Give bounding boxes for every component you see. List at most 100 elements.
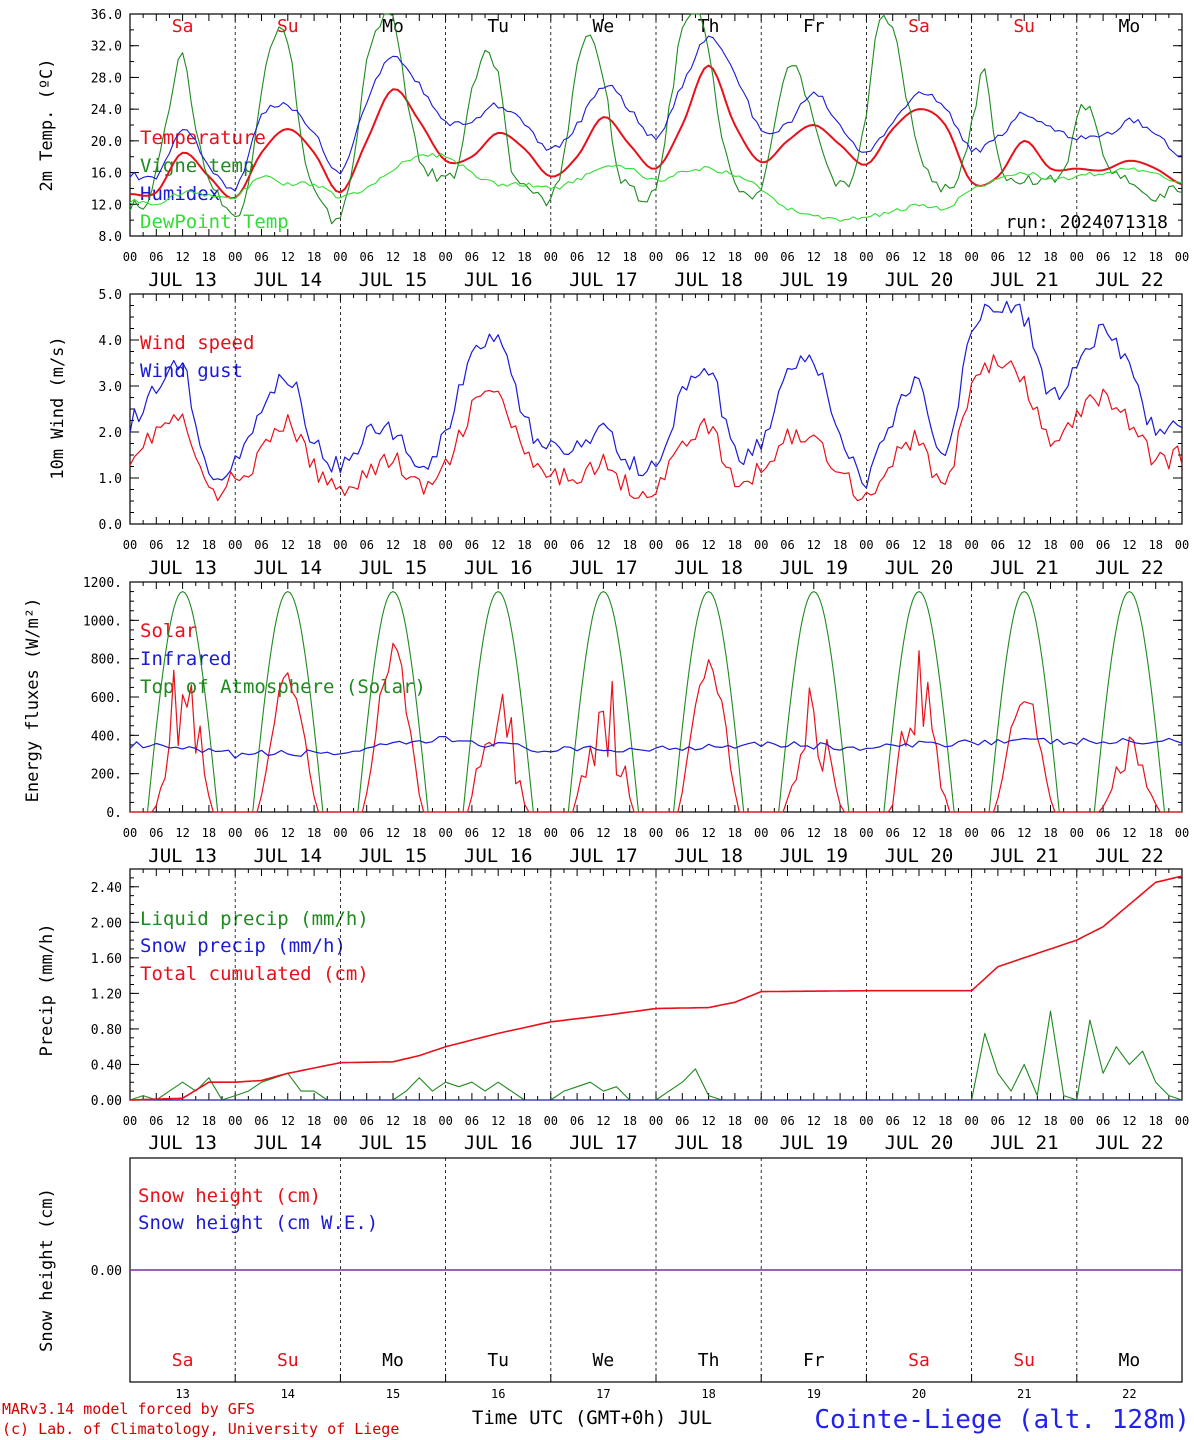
day-name: Tu xyxy=(487,16,509,37)
y-tick-label: 1000. xyxy=(83,614,122,629)
hour-label: 06 xyxy=(149,1114,163,1128)
hour-label: 18 xyxy=(202,538,216,552)
hour-label: 12 xyxy=(1122,826,1136,840)
legend-snow-height: Snow height (cm) xyxy=(138,1185,321,1207)
hour-label: 12 xyxy=(175,250,189,264)
hour-label: 12 xyxy=(281,826,295,840)
legend-toa-solar: Top of Atmosphere (Solar) xyxy=(140,676,426,698)
hour-label: 18 xyxy=(517,1114,531,1128)
day-number: 19 xyxy=(807,1387,821,1401)
hour-label: 00 xyxy=(649,826,663,840)
date-label: JUL 16 xyxy=(464,1132,533,1154)
y-tick-label: 0. xyxy=(106,806,122,821)
date-label: JUL 13 xyxy=(148,269,217,291)
hour-label: 06 xyxy=(780,538,794,552)
day-name: Sa xyxy=(908,1350,930,1371)
legend-infrared: Infrared xyxy=(140,648,232,670)
date-label: JUL 21 xyxy=(990,269,1059,291)
x-axis-title: Time UTC (GMT+0h) JUL xyxy=(472,1407,712,1429)
energy-panel: Energy fluxes (W/m²) Solar Infrared Top … xyxy=(23,598,426,803)
hour-label: 18 xyxy=(1043,1114,1057,1128)
date-label: JUL 16 xyxy=(464,269,533,291)
hour-label: 00 xyxy=(1070,250,1084,264)
hour-label: 12 xyxy=(912,1114,926,1128)
hour-label: 18 xyxy=(1043,250,1057,264)
y-tick-label: 24.0 xyxy=(91,103,122,118)
hour-label: 00 xyxy=(123,538,137,552)
day-name: Mo xyxy=(1119,16,1141,37)
y-tick-label: 0.00 xyxy=(91,1094,122,1109)
hour-label: 06 xyxy=(465,826,479,840)
hour-label: 18 xyxy=(412,826,426,840)
y-tick-label: 400. xyxy=(91,729,122,744)
hour-label: 06 xyxy=(254,250,268,264)
hour-label: 00 xyxy=(859,250,873,264)
hour-label: 06 xyxy=(780,250,794,264)
hour-label: 06 xyxy=(254,538,268,552)
y-tick-label: 0.00 xyxy=(91,1264,122,1279)
hour-label: 18 xyxy=(938,1114,952,1128)
hour-label: 06 xyxy=(465,250,479,264)
day-name: Su xyxy=(1013,1350,1035,1371)
day-name: Su xyxy=(277,16,299,37)
y-tick-label: 0.80 xyxy=(91,1023,122,1038)
hour-label: 06 xyxy=(1096,538,1110,552)
day-name: Mo xyxy=(382,16,404,37)
series-temperature xyxy=(129,64,1183,200)
hour-label: 00 xyxy=(964,250,978,264)
hour-label: 00 xyxy=(333,826,347,840)
hour-label: 00 xyxy=(333,1114,347,1128)
hour-label: 18 xyxy=(1043,538,1057,552)
hour-label: 12 xyxy=(386,826,400,840)
hour-label: 12 xyxy=(912,826,926,840)
hour-label: 06 xyxy=(465,538,479,552)
hour-label: 00 xyxy=(438,250,452,264)
hour-label: 06 xyxy=(254,1114,268,1128)
date-label: JUL 17 xyxy=(569,269,638,291)
hour-label: 12 xyxy=(596,250,610,264)
snow-y-label: Snow height (cm) xyxy=(37,1188,57,1352)
date-label: JUL 21 xyxy=(990,557,1059,579)
hour-label: 00 xyxy=(649,1114,663,1128)
hour-label: 12 xyxy=(175,538,189,552)
day-name: Su xyxy=(277,1350,299,1371)
hour-label: 12 xyxy=(701,1114,715,1128)
hour-label: 12 xyxy=(1017,250,1031,264)
date-label: JUL 22 xyxy=(1095,269,1164,291)
day-name: Fr xyxy=(803,1350,825,1371)
snow-panel: Snow height (cm) Snow height (cm) Snow h… xyxy=(37,1185,378,1352)
hour-label: 06 xyxy=(1096,826,1110,840)
hour-label: 18 xyxy=(517,826,531,840)
day-name: Tu xyxy=(487,1350,509,1371)
y-tick-label: 36.0 xyxy=(91,8,122,23)
hour-label: 12 xyxy=(596,538,610,552)
hour-label: 18 xyxy=(412,538,426,552)
day-name: Su xyxy=(1013,16,1035,37)
hour-label: 00 xyxy=(544,538,558,552)
hour-label: 18 xyxy=(622,826,636,840)
hour-label: 00 xyxy=(649,538,663,552)
hour-label: 00 xyxy=(859,538,873,552)
series-total-cumulated xyxy=(129,875,1183,1101)
legend-wind-speed: Wind speed xyxy=(140,332,254,354)
hour-label: 00 xyxy=(859,826,873,840)
hour-label: 18 xyxy=(833,826,847,840)
date-label: JUL 18 xyxy=(674,1132,743,1154)
hour-label: 18 xyxy=(202,1114,216,1128)
hour-label: 12 xyxy=(701,826,715,840)
date-label: JUL 17 xyxy=(569,845,638,867)
hour-label: 00 xyxy=(754,250,768,264)
hour-label: 06 xyxy=(991,826,1005,840)
hour-label: 06 xyxy=(885,538,899,552)
date-label: JUL 15 xyxy=(359,557,428,579)
hour-label: 18 xyxy=(938,538,952,552)
day-number: 18 xyxy=(701,1387,715,1401)
series-infrared xyxy=(129,735,1183,759)
date-label: JUL 13 xyxy=(148,557,217,579)
hour-label: 06 xyxy=(359,1114,373,1128)
day-number: 16 xyxy=(491,1387,505,1401)
hour-label: 12 xyxy=(701,250,715,264)
series-humidex xyxy=(129,35,1183,192)
day-name: Sa xyxy=(172,1350,194,1371)
hour-label: 12 xyxy=(1122,250,1136,264)
